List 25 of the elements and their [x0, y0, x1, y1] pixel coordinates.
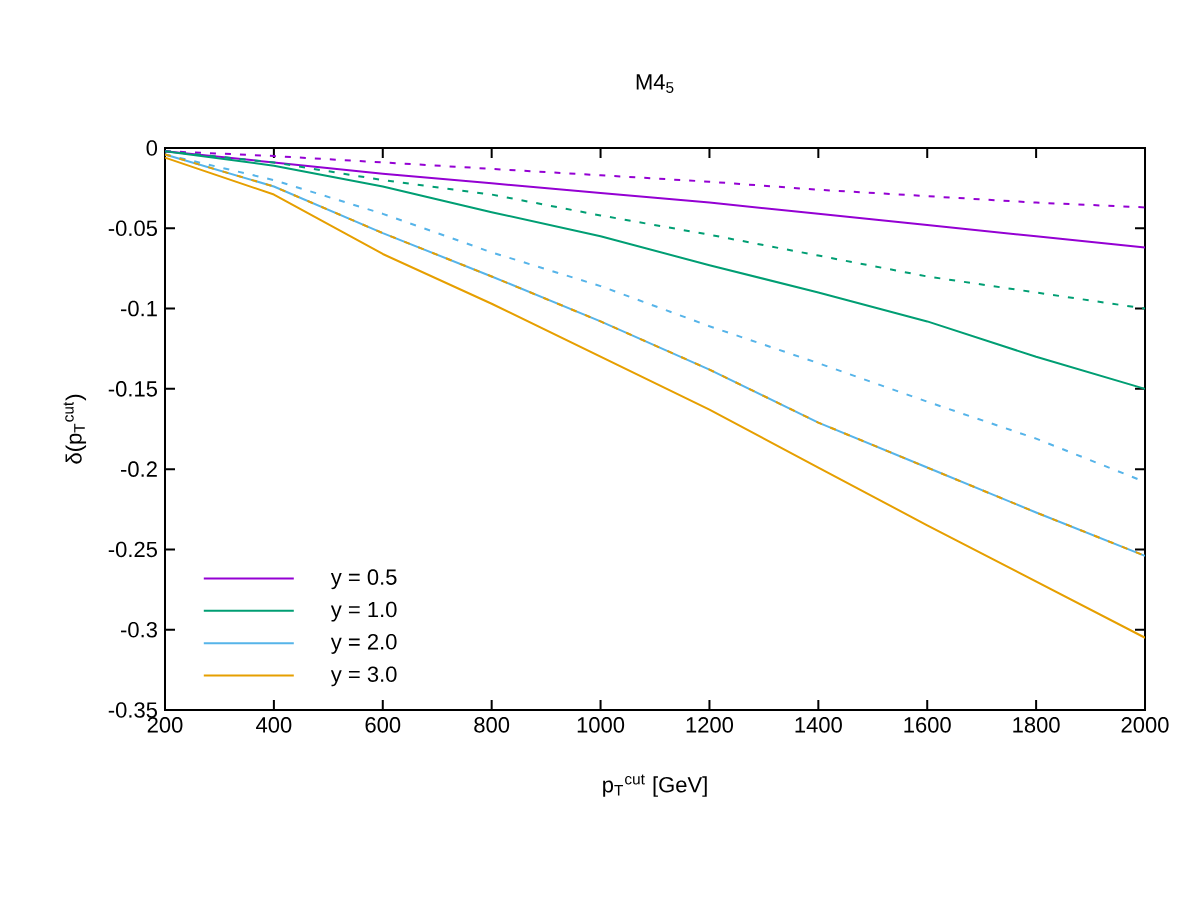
y-tick-label: 0	[146, 140, 158, 156]
x-tick-label: 400	[256, 717, 292, 733]
y-tick-label: -0.3	[121, 621, 157, 638]
y-tick-label: -0.15	[108, 381, 157, 397]
x-tick-label: 200	[147, 717, 183, 733]
legend-label: y = 3.0	[330, 666, 397, 687]
x-axis-title: p$_{T}$$^{cut}$ [GeV]	[603, 774, 707, 797]
x-tick-label: 2000	[1121, 717, 1169, 733]
legend-label: y = 2.0	[330, 634, 397, 654]
legend-label: y = 0.5	[330, 569, 397, 590]
y-tick-label: -0.25	[108, 541, 157, 558]
chart-title: M4$_{5}$	[636, 74, 674, 93]
legend-label: y = 1.0	[330, 601, 397, 622]
y-tick-label: -0.1	[121, 300, 157, 317]
x-tick-label: 1000	[577, 717, 625, 733]
x-tick-label: 800	[474, 717, 510, 733]
x-tick-label: 1200	[686, 717, 734, 733]
y-axis-title: δ(p$_{T}$$^{cut}$)	[63, 394, 87, 464]
x-tick-label: 1400	[795, 717, 842, 733]
x-tick-label: 1800	[1013, 717, 1060, 733]
y-tick-label: -0.2	[121, 461, 157, 477]
x-tick-label: 600	[365, 717, 401, 733]
y-tick-label: -0.05	[108, 220, 157, 237]
x-tick-label: 1600	[904, 717, 951, 733]
y-tick-label: -0.35	[108, 702, 157, 718]
